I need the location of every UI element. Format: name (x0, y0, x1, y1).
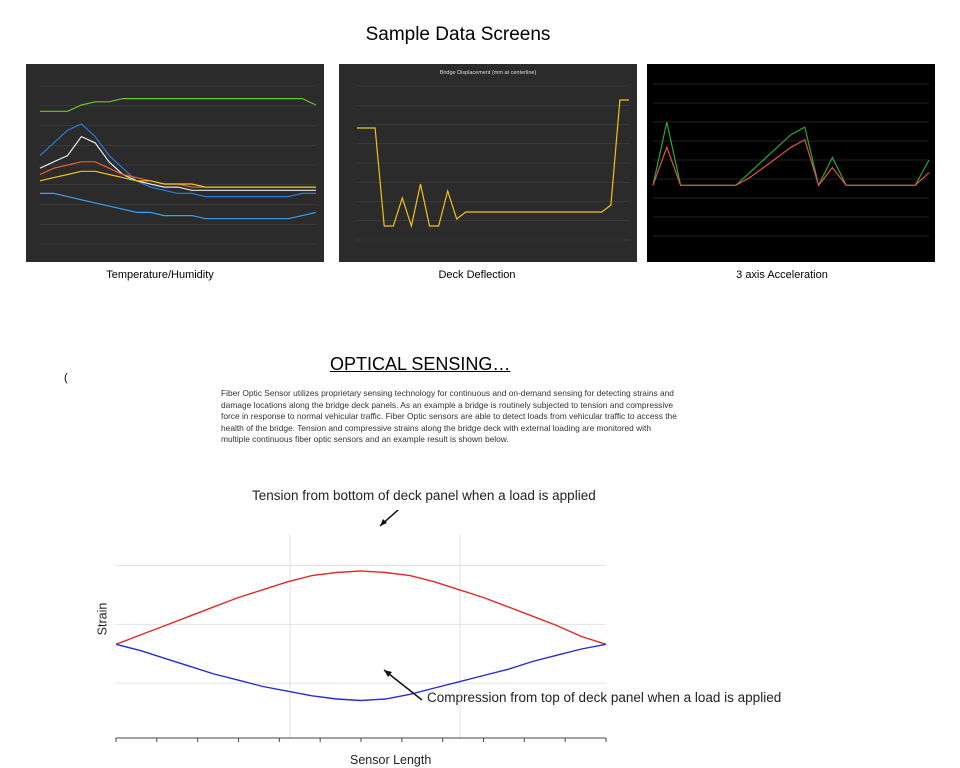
strain-series-0 (115, 570, 607, 645)
strain-y-label: Strain (95, 602, 110, 636)
acceleration-caption: 3 axis Acceleration (736, 269, 828, 281)
acceleration-chart (647, 64, 935, 262)
strain-series-1 (115, 643, 607, 702)
series-line-0 (40, 98, 317, 112)
strain-chart (110, 501, 610, 750)
chart-background (26, 64, 324, 262)
tension-annotation: Tension from bottom of deck panel when a… (252, 488, 596, 503)
compression-arrow (383, 669, 423, 701)
strain-x-label: Sensor Length (350, 753, 432, 767)
compression-arrowhead (384, 670, 392, 677)
page-title: Sample Data Screens (365, 24, 551, 45)
chart-title: Bridge Displacement (mm at centerline) (440, 70, 537, 76)
series-line-4 (39, 170, 316, 188)
temperature-humidity-chart (26, 64, 324, 262)
series-line-1 (39, 123, 316, 198)
description-paragraph: Fiber Optic Sensor utilizes proprietary … (221, 388, 677, 445)
series-line-1 (652, 138, 930, 187)
chart-background (647, 64, 935, 262)
compression-annotation: Compression from top of deck panel when … (427, 690, 782, 705)
series-line-5 (40, 192, 317, 220)
deck-deflection-chart: Bridge Displacement (mm at centerline) (339, 64, 637, 262)
stray-character: ( (64, 372, 68, 384)
series-line-0 (357, 99, 629, 229)
deflection-caption: Deck Deflection (438, 269, 516, 281)
series-line-2 (39, 135, 316, 191)
section-title: OPTICAL SENSING… (330, 354, 511, 374)
tension-arrowhead (380, 519, 387, 526)
temperature-caption: Temperature/Humidity (106, 269, 214, 281)
